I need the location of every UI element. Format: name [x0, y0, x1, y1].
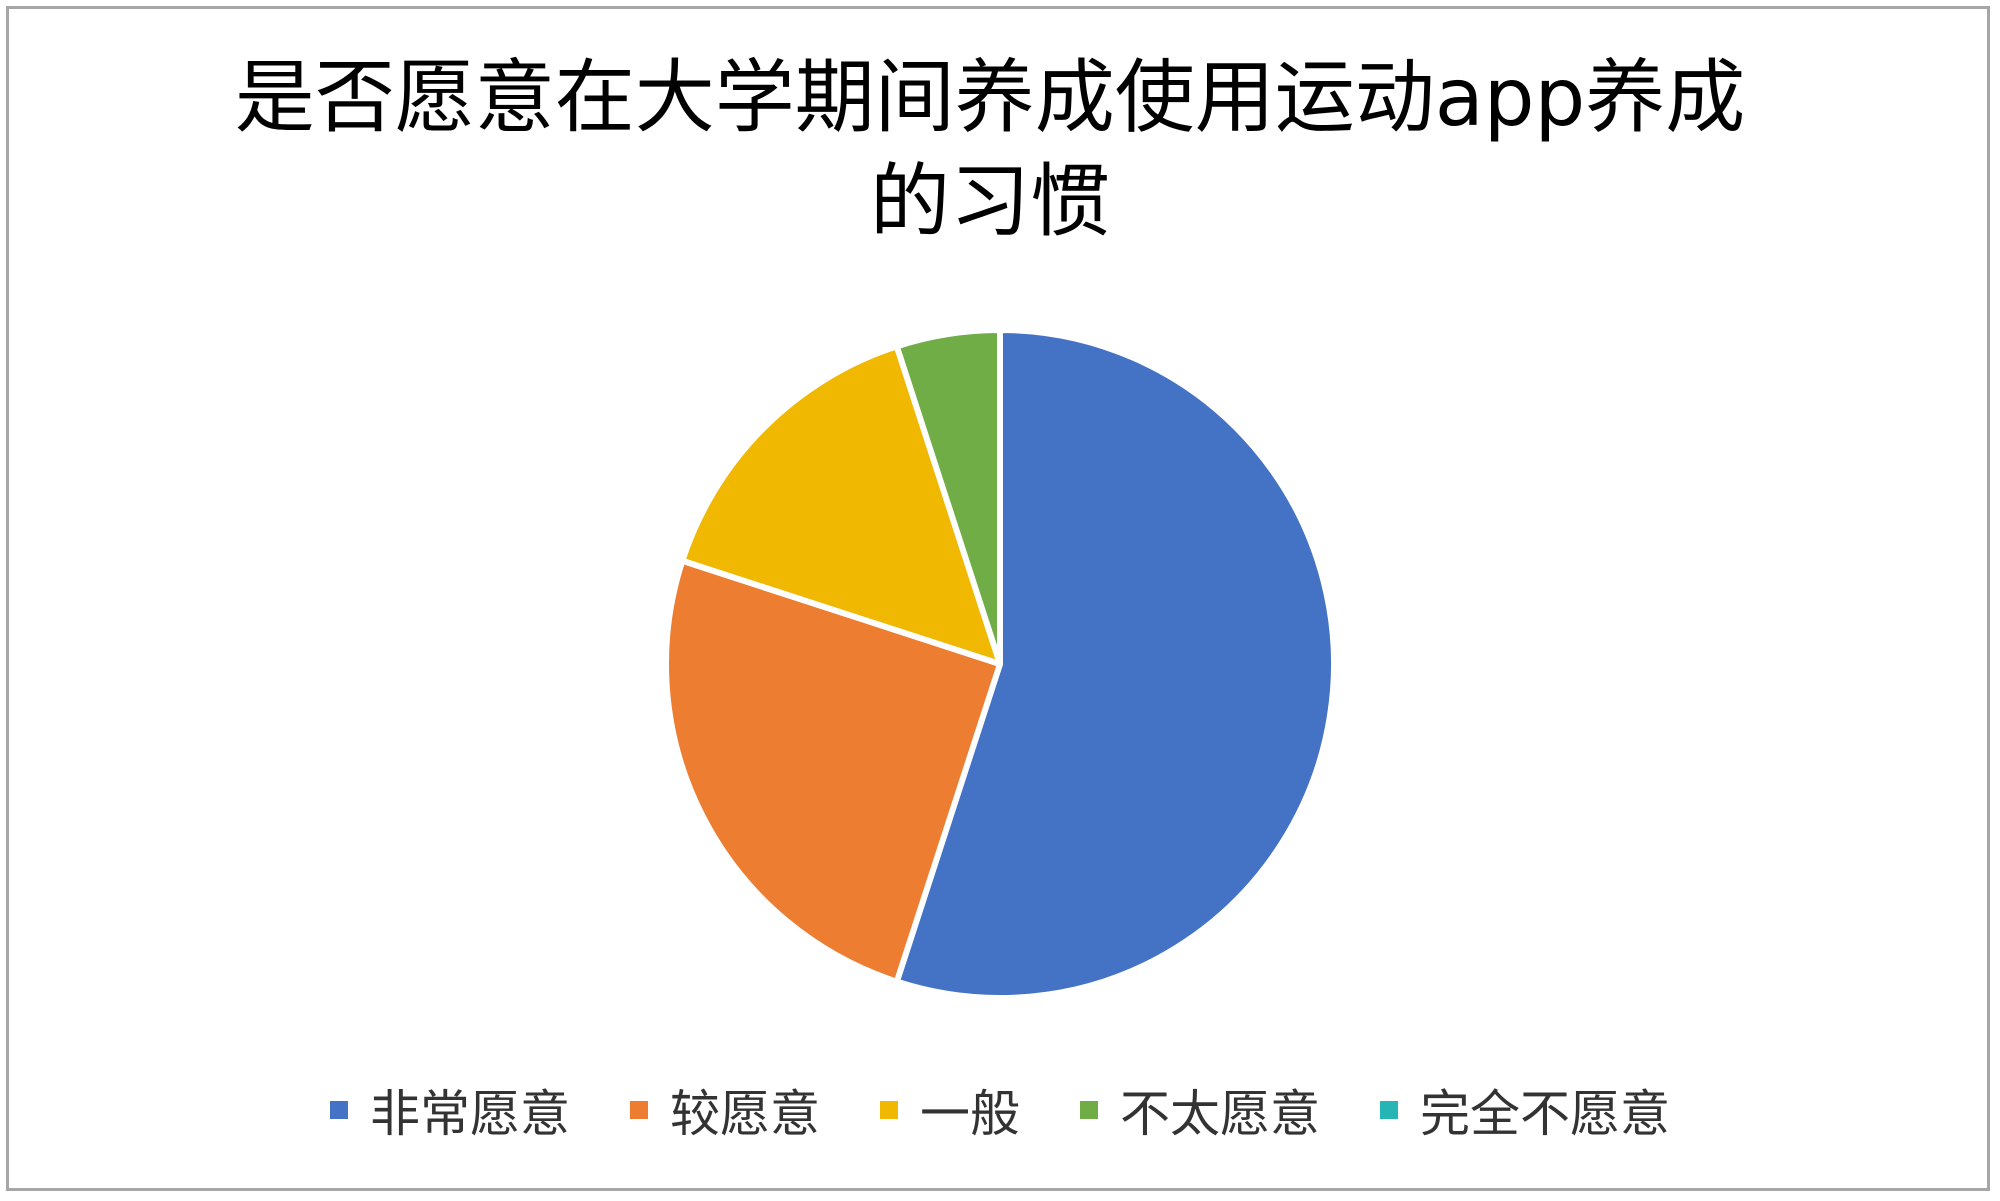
- legend-swatch-fairly-willing: [630, 1101, 648, 1119]
- legend-label-fairly-willing: 较愿意: [670, 1085, 820, 1143]
- legend-item-not-very-willing: 不太愿意: [1080, 1074, 1320, 1146]
- chart-title-line-1: 是否愿意在大学期间养成使用运动app养成: [234, 51, 1746, 144]
- legend-item-very-willing: 非常愿意: [330, 1074, 570, 1146]
- legend-swatch-not-at-all-willing: [1380, 1101, 1398, 1119]
- pie-slice-very-willing: [893, 327, 1337, 1001]
- pie-slices: [663, 327, 1337, 1001]
- chart-title-line-2: 的习惯: [870, 155, 1110, 248]
- legend: 非常愿意 较愿意 一般 不太愿意 完全不愿意: [0, 1070, 2000, 1150]
- legend-item-fairly-willing: 较愿意: [630, 1074, 820, 1146]
- legend-item-neutral: 一般: [880, 1074, 1020, 1146]
- legend-label-neutral: 一般: [920, 1085, 1020, 1143]
- legend-label-not-at-all-willing: 完全不愿意: [1420, 1085, 1670, 1143]
- legend-swatch-neutral: [880, 1101, 898, 1119]
- legend-label-very-willing: 非常愿意: [370, 1085, 570, 1143]
- pie-slice-fairly-willing: [663, 557, 1003, 985]
- legend-swatch-not-very-willing: [1080, 1101, 1098, 1119]
- legend-item-not-at-all-willing: 完全不愿意: [1380, 1074, 1670, 1146]
- legend-swatch-very-willing: [330, 1101, 348, 1119]
- pie-slice-not-very-willing: [893, 327, 1003, 667]
- chart-title: 是否愿意在大学期间养成使用运动app养成 的习惯: [200, 46, 1780, 254]
- legend-label-not-very-willing: 不太愿意: [1120, 1085, 1320, 1143]
